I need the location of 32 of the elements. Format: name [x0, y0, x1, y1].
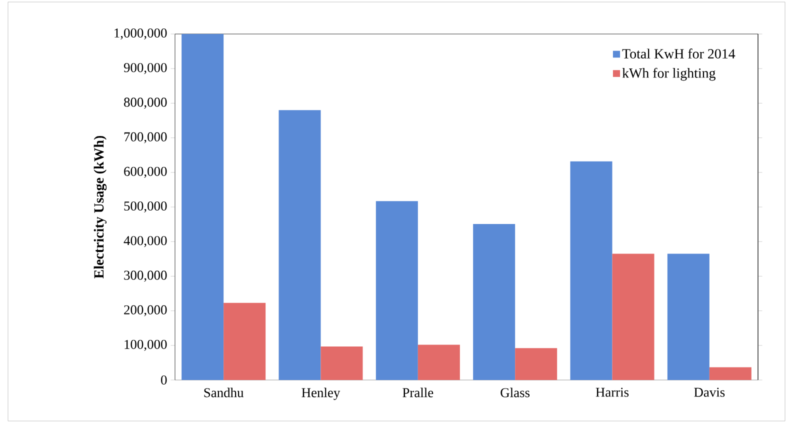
y-tick-label: 600,000 — [124, 166, 167, 178]
x-tick-label: Davis — [694, 388, 725, 397]
bar — [418, 344, 460, 380]
x-tick-label: Pralle — [402, 388, 434, 398]
bar — [320, 346, 363, 380]
bar — [570, 161, 612, 380]
x-tick-label: Henley — [302, 388, 340, 400]
bar — [612, 254, 654, 380]
y-tick-label: 0 — [161, 375, 167, 385]
x-tick-label: Harris — [596, 388, 629, 397]
x-tick-label: Sandhu — [204, 388, 244, 398]
y-tick-label: 800,000 — [124, 98, 167, 109]
y-tick-label: 500,000 — [124, 201, 167, 212]
y-tick-label: 400,000 — [124, 236, 167, 248]
y-tick-label: 300,000 — [124, 270, 167, 282]
legend-label: kWh for lighting — [622, 68, 716, 81]
bar — [473, 224, 516, 380]
y-tick-label: 700,000 — [124, 132, 167, 144]
x-tick-label: Glass — [500, 388, 530, 398]
y-tick-label: 900,000 — [124, 63, 167, 74]
y-tick-label: 1,000,000 — [114, 28, 167, 40]
bar — [376, 201, 418, 380]
y-tick-label: 200,000 — [124, 305, 167, 316]
bar — [667, 254, 710, 380]
y-axis-title: Electricity Usage (kWh) — [94, 136, 107, 278]
bar — [224, 302, 266, 380]
y-tick-label: 100,000 — [124, 340, 167, 351]
bar — [515, 348, 558, 380]
bar — [709, 367, 752, 380]
bar — [182, 34, 224, 380]
bar — [278, 110, 321, 380]
legend-label: Total KwH for 2014 — [622, 48, 736, 59]
